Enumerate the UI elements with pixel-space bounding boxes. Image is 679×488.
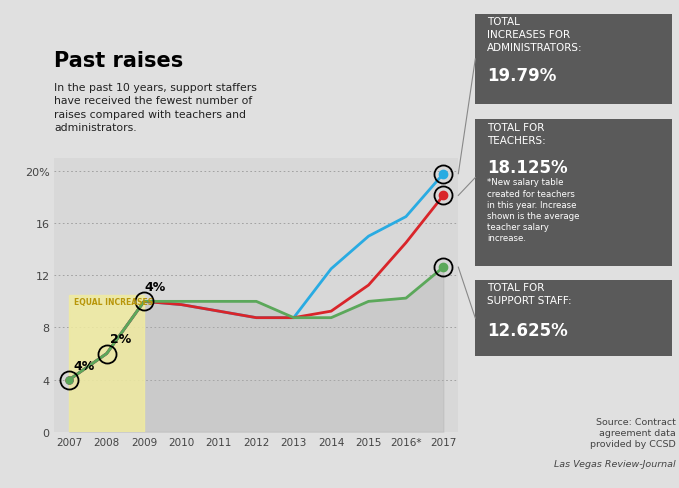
Text: *New salary table
created for teachers
in this year. Increase
shown is the avera: *New salary table created for teachers i… [487, 178, 580, 243]
Text: TOTAL FOR
SUPPORT STAFF:: TOTAL FOR SUPPORT STAFF: [487, 283, 572, 305]
Text: 2%: 2% [111, 333, 132, 346]
Text: 4%: 4% [73, 359, 94, 372]
Text: 19.79%: 19.79% [487, 67, 557, 85]
Text: TOTAL FOR
TEACHERS:: TOTAL FOR TEACHERS: [487, 122, 546, 145]
Text: 18.125%: 18.125% [487, 159, 568, 177]
Text: Past raises: Past raises [54, 51, 183, 71]
Text: Source: Contract
agreement data
provided by CCSD: Source: Contract agreement data provided… [590, 417, 676, 448]
Text: TOTAL
INCREASES FOR
ADMINISTRATORS:: TOTAL INCREASES FOR ADMINISTRATORS: [487, 18, 583, 53]
Text: Las Vegas Review-Journal: Las Vegas Review-Journal [554, 459, 676, 468]
Text: 12.625%: 12.625% [487, 322, 568, 340]
Text: 4%: 4% [144, 281, 166, 294]
Text: In the past 10 years, support staffers
have received the fewest number of
raises: In the past 10 years, support staffers h… [54, 83, 257, 132]
Bar [69, 295, 144, 432]
Text: EQUAL INCREASES: EQUAL INCREASES [74, 298, 153, 307]
